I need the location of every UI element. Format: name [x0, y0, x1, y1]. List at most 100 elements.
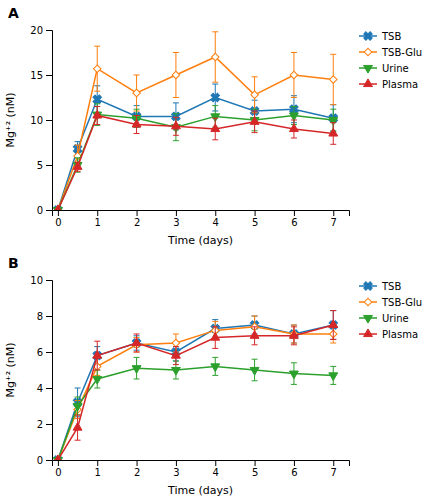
y-axis-title: Mg⁺² (nM): [4, 92, 17, 147]
legend-label: TSB: [381, 31, 401, 42]
tick-label: 0: [37, 205, 43, 216]
legend-symbol: [362, 280, 375, 293]
legend-symbol: [364, 48, 371, 55]
point: [329, 128, 338, 136]
legend-label: Urine: [382, 63, 409, 74]
tick: 0: [37, 205, 52, 216]
chart: 0123456705101520ATime (days)Mg⁺² (nM)TSB…: [0, 0, 433, 500]
y-axis: 0 5 10 15 20: [30, 25, 52, 216]
plot-area: 012345670246810: [30, 275, 349, 478]
tick: 20: [30, 25, 52, 36]
tick-label: 2: [134, 217, 140, 228]
point: [290, 71, 297, 78]
tick-mark: [46, 424, 52, 425]
series: [53, 357, 337, 460]
tick: 6: [291, 210, 297, 228]
point: [250, 117, 259, 125]
error-bar: [330, 54, 336, 104]
legend-symbol: [364, 329, 373, 337]
tick: 4: [37, 383, 52, 394]
tick-label: 20: [30, 25, 43, 36]
tick: 4: [213, 460, 219, 478]
point: [212, 53, 219, 60]
point: [211, 332, 220, 340]
tick: 7: [331, 210, 337, 228]
tick: 1: [95, 460, 101, 478]
tick-mark: [46, 165, 52, 166]
tick-mark: [333, 460, 334, 466]
series: [52, 84, 340, 210]
tick: 7: [331, 460, 337, 478]
legend: TSBTSB-GluUrinePlasma: [359, 280, 422, 340]
legend-label: Urine: [382, 313, 409, 324]
point: [250, 331, 259, 339]
plot-area: 0123456705101520: [30, 25, 349, 228]
x-axis-line: [53, 461, 350, 467]
tick-label: 6: [291, 467, 297, 478]
point: [250, 117, 259, 125]
legend-symbol: [364, 298, 371, 305]
tick-mark: [333, 210, 334, 216]
tick: 5: [252, 460, 258, 478]
tick-label: 5: [252, 467, 258, 478]
point: [171, 350, 180, 358]
legend-entry: Plasma: [359, 329, 418, 340]
tick: 15: [30, 70, 52, 81]
point: [330, 76, 337, 83]
point: [52, 204, 64, 210]
error-bar: [291, 53, 297, 98]
tick: 0: [55, 210, 61, 228]
point: [73, 162, 82, 170]
point: [52, 454, 64, 460]
tick-label: 5: [252, 217, 258, 228]
tick-label: 6: [291, 217, 297, 228]
tick: 3: [173, 460, 179, 478]
tick-label: 10: [30, 115, 43, 126]
tick: 5: [252, 210, 258, 228]
tick: 0: [37, 455, 52, 466]
legend-label: Plasma: [382, 79, 418, 90]
legend-entry: TSB: [359, 30, 401, 43]
error-bar: [134, 75, 140, 111]
tick-mark: [46, 316, 52, 317]
tick: 10: [30, 115, 52, 126]
point: [132, 338, 141, 346]
tick-label: 15: [30, 70, 43, 81]
legend-symbol: [362, 30, 375, 43]
point: [133, 89, 140, 96]
series: [54, 32, 337, 210]
tick-mark: [137, 210, 138, 216]
tick-mark: [58, 460, 59, 466]
tick: 0: [55, 460, 61, 478]
panel: 0123456705101520ATime (days)Mg⁺² (nM)TSB…: [4, 5, 422, 247]
tick: 5: [37, 160, 52, 171]
panel-title: A: [8, 5, 19, 21]
point: [289, 113, 298, 121]
tick-mark: [46, 280, 52, 281]
series: [53, 311, 337, 460]
point: [289, 331, 298, 339]
tick-mark: [176, 460, 177, 466]
x-axis-line: [53, 211, 350, 217]
tick-label: 4: [213, 467, 219, 478]
tick-mark: [255, 460, 256, 466]
tick: 6: [37, 347, 52, 358]
tick-mark: [46, 460, 52, 461]
tick-mark: [255, 210, 256, 216]
tick-label: 7: [331, 467, 337, 478]
tick: 2: [37, 419, 52, 430]
legend-label: Plasma: [382, 329, 418, 340]
tick-mark: [294, 460, 295, 466]
tick-mark: [46, 30, 52, 31]
legend-entry: Plasma: [359, 79, 418, 90]
line: [58, 115, 333, 210]
tick-label: 10: [30, 275, 43, 286]
series: [53, 104, 337, 210]
point: [93, 65, 100, 72]
tick-mark: [97, 460, 98, 466]
point: [171, 121, 180, 129]
legend-entry: TSB-Glu: [359, 297, 422, 308]
point: [329, 373, 338, 381]
point: [172, 339, 179, 346]
tick: 2: [134, 210, 140, 228]
